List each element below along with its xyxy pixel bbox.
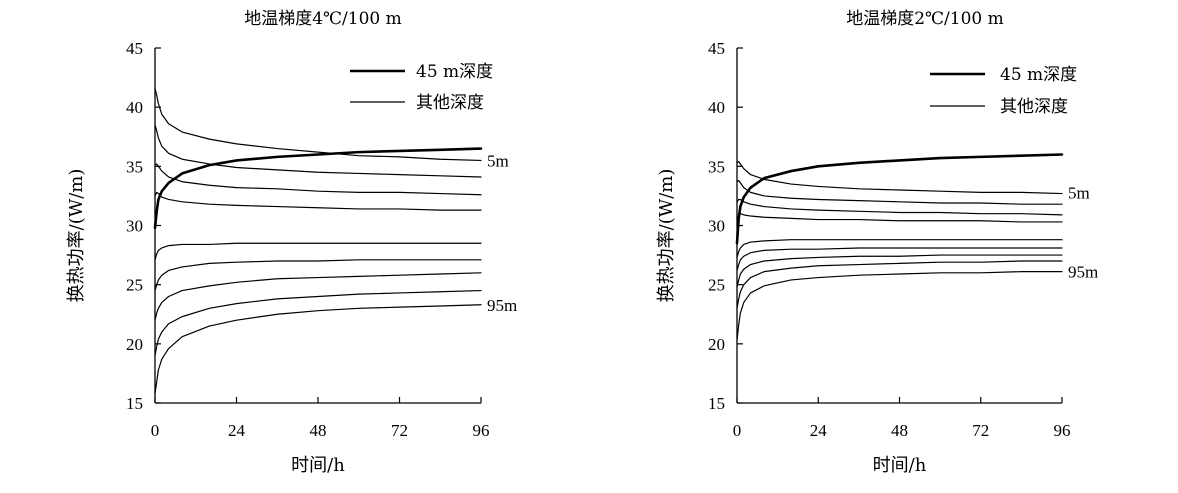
chart-1-x-tick-label: 48 [310, 421, 327, 440]
chart-1-title: 地温梯度4℃/100 m [244, 9, 402, 29]
chart-1-x-tick-label: 24 [228, 421, 246, 440]
chart-2-y-tick-label: 30 [708, 217, 725, 236]
chart-2-series-line-2 [736, 179, 1063, 205]
chart-1-legend-label-2: 其他深度 [416, 93, 484, 113]
chart-1-y-tick-label: 35 [126, 157, 143, 176]
chart-2-y-tick-label: 20 [708, 335, 725, 354]
chart-1-series-line-9 [154, 289, 482, 357]
chart-1-x-axis-label: 时间/h [291, 455, 345, 476]
chart-2-series-line-6 [736, 239, 1063, 259]
chart-1-legend-label-1: 45 m深度 [416, 62, 493, 82]
chart-1-series-line-4 [154, 191, 482, 211]
chart-2-y-tick-label: 40 [708, 98, 725, 117]
chart-1-series-line-10 [154, 304, 482, 395]
chart-1-x-tick-label: 72 [391, 421, 408, 440]
chart-1-group: 地温梯度4℃/100 m 15 20 25 30 35 40 45 0 24 48 72 96 时间/h 换… [66, 9, 517, 476]
chart-2-y-tick-label: 45 [708, 39, 725, 58]
chart-1-y-tick-label: 45 [126, 39, 143, 58]
chart-1-series-line-2 [154, 124, 482, 178]
chart-1-y-axis-label: 换热功率/(W/m) [66, 169, 87, 303]
chart-2-x-tick-label: 96 [1054, 421, 1071, 440]
chart-2-series-line-1 [736, 161, 1063, 195]
chart-1-y-tick-label: 25 [126, 276, 143, 295]
chart-2-depth-label-2: 95m [1068, 263, 1098, 282]
chart-1-y-tick-label: 30 [126, 217, 143, 236]
chart-1-y-tick-label: 40 [126, 98, 143, 117]
chart-2-title: 地温梯度2℃/100 m [846, 9, 1004, 29]
chart-2-x-axis-label: 时间/h [873, 455, 927, 476]
chart-2-series-45m-line [735, 153, 1064, 245]
chart-2-legend-label-2: 其他深度 [1000, 97, 1068, 117]
chart-1-series-line-7 [154, 259, 482, 292]
chart-2-series-line-9 [736, 260, 1063, 309]
chart-1-series-line-3 [154, 163, 482, 196]
chart-2-x-tick-label: 24 [810, 421, 828, 440]
chart-1-series-line-6 [154, 242, 482, 261]
chart-2-x-tick-label: 0 [733, 421, 742, 440]
chart-2-y-tick-label: 35 [708, 157, 725, 176]
chart-1-series-45m-line [153, 147, 483, 230]
chart-2-depth-label-1: 5m [1068, 183, 1090, 202]
chart-2-x-tick-label: 48 [891, 421, 908, 440]
chart-2-series-line-8 [736, 254, 1063, 288]
chart-2-group: 地温梯度2℃/100 m 15 20 25 30 35 40 45 0 24 48 72 96 时间/h 换… [656, 9, 1098, 476]
chart-2-x-tick-label: 72 [972, 421, 989, 440]
chart-2-series-line-4 [736, 213, 1063, 223]
chart-1-y-tick-label: 20 [126, 335, 143, 354]
chart-2-series-line-3 [736, 198, 1063, 216]
chart-2-y-axis-label: 换热功率/(W/m) [656, 169, 677, 303]
chart-1-y-tick-label: 15 [126, 394, 143, 413]
chart-2-series-line-7 [736, 247, 1063, 272]
chart-2-legend-label-1: 45 m深度 [1000, 65, 1077, 85]
chart-1-x-tick-label: 0 [151, 421, 160, 440]
chart-1-depth-label-1: 5m [487, 151, 509, 170]
chart-1-series-line-8 [154, 272, 482, 321]
chart-1-depth-label-2: 95m [487, 296, 517, 315]
chart-2-series-line-10 [736, 271, 1063, 341]
chart-1-series-line-1 [154, 87, 482, 162]
chart-1-x-tick-label: 96 [473, 421, 490, 440]
chart-2-y-tick-label: 15 [708, 394, 725, 413]
chart-2-y-tick-label: 25 [708, 276, 725, 295]
